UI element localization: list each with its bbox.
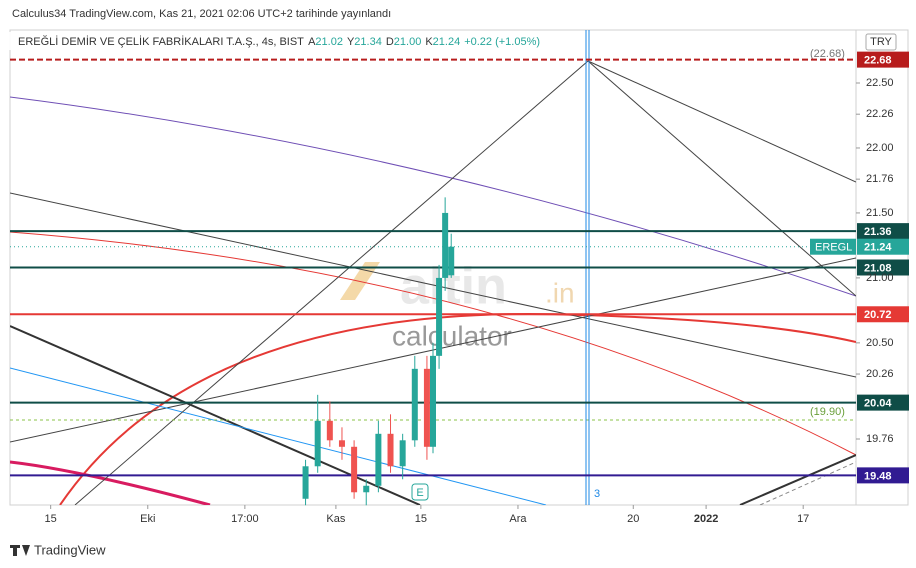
legend-item: Y (347, 36, 355, 48)
arc (10, 231, 856, 456)
x-tick-label: Ara (509, 513, 527, 525)
candle-body (326, 420, 333, 441)
y-tick-label: 20.26 (866, 368, 894, 380)
price-label-bg (857, 467, 909, 484)
candle-body (399, 440, 406, 467)
price-label: 21.36 (864, 226, 892, 238)
price-label-bg (857, 223, 909, 240)
price-label: 22.68 (864, 55, 892, 67)
legend-item: A (308, 36, 316, 48)
trendline (739, 454, 856, 505)
ticker-label-bg (810, 238, 856, 255)
trendline (759, 461, 856, 505)
currency-button[interactable] (865, 33, 897, 51)
price-label: 19.48 (864, 470, 892, 482)
x-tick-label: Kas (326, 513, 345, 525)
x-tick-label: Eki (140, 513, 155, 525)
y-tick-label: 21.00 (866, 272, 894, 284)
x-tick-label: 17:00 (231, 513, 259, 525)
arc (10, 96, 856, 297)
candle-body (363, 485, 370, 493)
y-tick-label: 21.76 (866, 173, 894, 185)
trendline (587, 60, 856, 183)
legend-item: 21.02 (315, 36, 343, 48)
legend-bg (8, 32, 568, 50)
y-tick-label: 20.50 (866, 337, 894, 349)
candle-body (338, 440, 345, 447)
annotation: 3 (594, 488, 600, 500)
trendline (74, 60, 589, 505)
header: Calculus34 TradingView.com, Kas 21, 2021… (12, 8, 391, 20)
price-label: 20.72 (864, 309, 892, 321)
legend: EREĞLİ DEMİR VE ÇELİK FABRİKALARI T.A.Ş.… (18, 35, 540, 48)
x-tick-label: 17 (797, 513, 809, 525)
x-tick-label: 2022 (694, 513, 718, 525)
candle-body (430, 355, 436, 447)
x-tick-label: 20 (627, 513, 639, 525)
watermark: .in (545, 277, 575, 308)
candle-body (411, 368, 418, 441)
candle-body (314, 420, 321, 467)
candle-body (436, 277, 443, 356)
x-tick-label: 15 (45, 513, 57, 525)
price-label-bg (857, 238, 909, 255)
candle-body (387, 433, 394, 467)
legend-item: 21.24 (433, 36, 461, 48)
ticker-label: EREGL (815, 242, 852, 254)
annotation: (19.90) (810, 406, 845, 418)
arc (10, 460, 211, 505)
candle-body (423, 368, 430, 447)
candle-body (448, 246, 455, 276)
legend-item: +0.22 (+1.05%) (464, 36, 540, 48)
candle-body (442, 212, 449, 278)
trendline (587, 60, 856, 297)
price-label: 20.04 (864, 398, 892, 410)
currency: TRY (870, 36, 892, 48)
legend-item: 21.00 (394, 36, 422, 48)
candle-body (302, 466, 309, 499)
y-tick-label: 22.26 (866, 108, 894, 120)
y-tick-label: 22.00 (866, 142, 894, 154)
legend-item: 21.34 (354, 36, 382, 48)
price-label: 21.08 (864, 262, 892, 274)
trendline (10, 192, 856, 378)
y-tick-label: 21.50 (866, 207, 894, 219)
candle-body (351, 446, 358, 493)
legend-item: K (425, 36, 433, 48)
y-tick-label: 19.76 (866, 433, 894, 445)
annotation: (22.68) (810, 48, 845, 60)
price-label-bg (857, 394, 909, 411)
y-tick-label: 22.50 (866, 77, 894, 89)
candle-body (375, 433, 382, 486)
price-label: 21.24 (864, 242, 892, 254)
x-tick-label: 15 (415, 513, 427, 525)
price-label-bg (857, 259, 909, 276)
annotation: E (416, 487, 423, 499)
tv-logo (10, 545, 30, 556)
price-label-bg (857, 306, 909, 323)
legend-item: EREĞLİ DEMİR VE ÇELİK FABRİKALARI T.A.Ş.… (18, 35, 304, 48)
trendline (10, 367, 547, 505)
footer: TradingView (34, 542, 106, 557)
watermark: calculator (392, 320, 512, 351)
earnings-badge[interactable] (411, 483, 429, 501)
legend-item: D (386, 36, 394, 48)
price-label-bg (857, 51, 909, 68)
